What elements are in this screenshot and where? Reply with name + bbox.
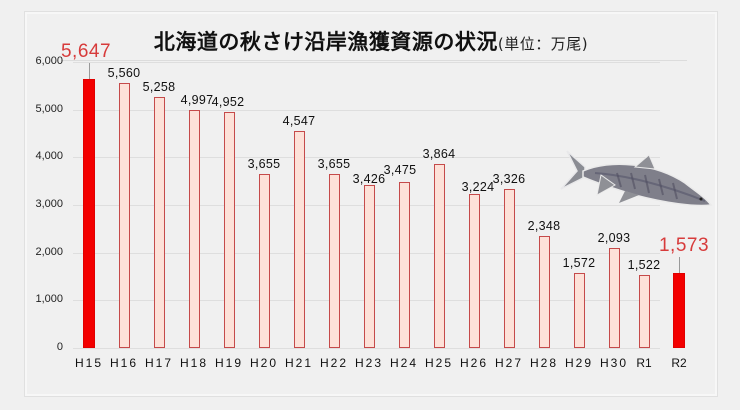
x-axis-label-H28: H28: [529, 356, 558, 370]
bar-H30: [608, 248, 620, 348]
gridline: [73, 348, 660, 349]
x-axis-label-R2: R2: [671, 356, 687, 370]
bar-R2: [673, 273, 685, 348]
gridline: [73, 157, 660, 159]
value-label-R2: 1,573: [658, 235, 710, 257]
gridline: [73, 62, 660, 63]
leader-line: [679, 257, 680, 274]
value-label-H25: 3,864: [422, 146, 456, 161]
x-axis-label-H23: H23: [354, 356, 383, 370]
x-axis-label-H18: H18: [179, 356, 208, 370]
bar-H25: [433, 163, 445, 348]
value-label-H27: 3,326: [492, 172, 526, 187]
value-label-H15: 5,647: [60, 40, 112, 62]
x-axis-label-H19: H19: [214, 356, 243, 370]
value-label-H18: 4,997: [180, 92, 214, 107]
bar-H26: [468, 194, 480, 348]
x-axis-label-H30: H30: [599, 356, 628, 370]
x-axis-label-H16: H16: [109, 356, 138, 370]
y-axis-tick-label: 1,000: [35, 293, 63, 306]
bar-H22: [328, 173, 340, 348]
x-axis-label-H29: H29: [564, 356, 593, 370]
y-axis-tick-label: 5,000: [35, 102, 63, 115]
y-axis-tick-label: 3,000: [35, 198, 63, 210]
x-axis-label-H26: H26: [459, 356, 488, 370]
chart-title: 北海道の秋さけ沿岸漁獲資源の状況(単位：万尾): [25, 26, 717, 56]
y-axis-tick-label: 0: [56, 341, 63, 353]
gridline: [73, 109, 660, 111]
value-label-R1: 1,522: [627, 258, 661, 273]
value-label-H17: 5,258: [142, 80, 176, 95]
chart-title-main: 北海道の秋さけ沿岸漁獲資源の状況: [153, 30, 498, 54]
bar-H17: [153, 97, 165, 348]
x-axis-label-H24: H24: [389, 356, 418, 370]
bar-H21: [293, 131, 305, 348]
bar-H27: [503, 189, 515, 348]
x-axis-label-H20: H20: [249, 356, 278, 370]
bar-H18: [188, 109, 200, 348]
value-label-H30: 2,093: [597, 231, 631, 246]
title-divider: [61, 60, 687, 61]
value-label-H24: 3,475: [383, 163, 417, 178]
value-label-H19: 4,952: [211, 94, 245, 109]
bar-H19: [223, 111, 235, 348]
x-axis-label-H15: H15: [74, 356, 103, 370]
value-label-H26: 3,224: [461, 180, 495, 195]
x-axis-label-H27: H27: [494, 356, 523, 370]
bar-H20: [258, 173, 270, 348]
y-axis-tick-label: 4,000: [35, 150, 63, 163]
bar-H15: [83, 78, 95, 348]
value-label-H16: 5,560: [107, 65, 141, 80]
bar-R1: [638, 275, 650, 348]
bar-H16: [118, 82, 130, 348]
value-label-H20: 3,655: [247, 156, 281, 171]
bar-H23: [363, 184, 375, 348]
chart-title-unit: (単位：万尾): [497, 35, 589, 53]
salmon-fish-icon: [560, 150, 713, 207]
x-axis-label-H22: H22: [319, 356, 348, 370]
bar-H29: [573, 273, 585, 348]
bar-H24: [398, 182, 410, 348]
y-axis-tick-label: 6,000: [35, 55, 63, 67]
bar-H28: [538, 236, 550, 348]
value-label-H29: 1,572: [562, 256, 596, 271]
value-label-H22: 3,655: [317, 156, 351, 171]
x-axis-label-H17: H17: [144, 356, 173, 370]
x-axis-label-H21: H21: [284, 356, 313, 370]
y-axis-tick-label: 2,000: [35, 245, 63, 258]
x-axis-label-H25: H25: [424, 356, 453, 370]
x-axis-label-R1: R1: [636, 356, 652, 370]
value-label-H23: 3,426: [352, 171, 386, 186]
value-label-H21: 4,547: [282, 114, 316, 129]
value-label-H28: 2,348: [527, 219, 561, 234]
chart-panel: 北海道の秋さけ沿岸漁獲資源の状況(単位：万尾) 0 1,000 2,000 3,000…: [24, 11, 718, 397]
leader-line: [89, 62, 90, 79]
